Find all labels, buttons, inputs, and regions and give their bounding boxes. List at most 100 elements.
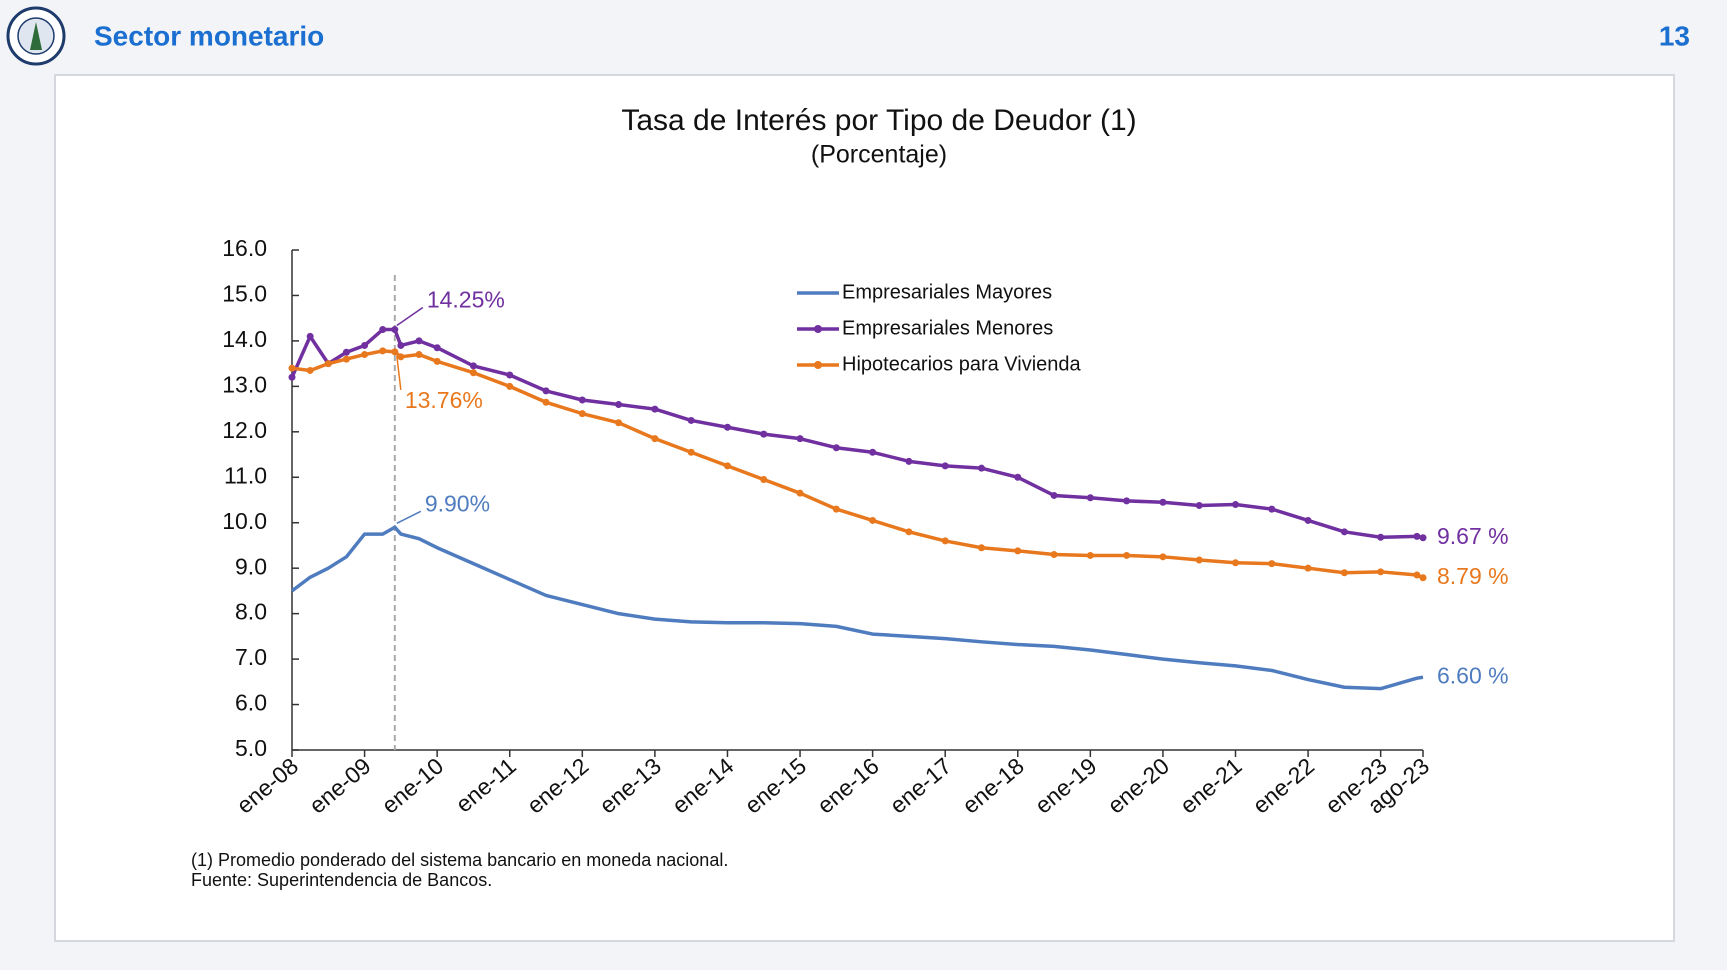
point-marker: [905, 457, 913, 465]
point-marker: [1419, 534, 1427, 542]
point-marker: [905, 528, 913, 536]
point-marker: [1413, 532, 1421, 540]
point-marker: [723, 462, 731, 470]
point-marker: [615, 419, 623, 427]
point-marker: [469, 362, 477, 370]
legend-label: Hipotecarios para Vivienda: [842, 353, 1082, 375]
y-tick-label: 16.0: [222, 235, 267, 261]
data-label: 9.67 %: [1437, 523, 1509, 549]
point-marker: [832, 505, 840, 513]
point-marker: [397, 341, 405, 349]
y-tick-label: 14.0: [222, 326, 267, 352]
label-leader: [396, 510, 422, 524]
point-marker: [1232, 501, 1240, 509]
point-marker: [1014, 473, 1022, 481]
point-marker: [1232, 559, 1240, 567]
point-marker: [469, 369, 477, 377]
point-marker: [796, 435, 804, 443]
point-marker: [306, 366, 314, 374]
label-leader: [396, 355, 402, 390]
y-tick-label: 13.0: [222, 371, 267, 397]
point-marker: [379, 326, 387, 334]
point-marker: [760, 476, 768, 484]
footnote: (1) Promedio ponderado del sistema banca…: [191, 850, 728, 870]
point-marker: [977, 544, 985, 552]
point-marker: [415, 351, 423, 359]
point-marker: [288, 373, 296, 381]
y-tick-label: 11.0: [224, 462, 267, 488]
chart-subtitle: (Porcentaje): [811, 141, 947, 169]
point-marker: [1304, 564, 1312, 572]
point-marker: [361, 351, 369, 359]
point-marker: [1159, 498, 1167, 506]
point-marker: [1413, 571, 1421, 579]
point-marker: [288, 364, 296, 372]
legend-label: Empresariales Menores: [842, 317, 1053, 339]
logo-figure: [30, 22, 42, 50]
point-marker: [578, 410, 586, 418]
y-tick-label: 7.0: [235, 644, 267, 670]
y-tick-label: 5.0: [235, 735, 267, 761]
chart-title: Tasa de Interés por Tipo de Deudor (1): [621, 104, 1136, 137]
point-marker: [1304, 516, 1312, 524]
point-marker: [651, 435, 659, 443]
label-leader: [396, 306, 424, 327]
point-marker: [1159, 553, 1167, 561]
source-note: Fuente: Superintendencia de Bancos.: [191, 870, 492, 890]
point-marker: [1050, 491, 1058, 499]
point-marker: [1419, 574, 1427, 582]
point-marker: [324, 360, 332, 368]
data-label: 8.79 %: [1437, 563, 1509, 589]
point-marker: [1268, 560, 1276, 568]
point-marker: [723, 423, 731, 431]
point-marker: [397, 353, 405, 361]
point-marker: [1340, 569, 1348, 577]
section-title: Sector monetario: [94, 20, 324, 51]
point-marker: [342, 355, 350, 363]
point-marker: [796, 489, 804, 497]
y-tick-label: 6.0: [235, 690, 267, 716]
point-marker: [578, 396, 586, 404]
point-marker: [1086, 494, 1094, 502]
point-marker: [1195, 501, 1203, 509]
legend-marker: [814, 361, 822, 369]
point-marker: [869, 516, 877, 524]
data-label: 13.76%: [405, 387, 483, 413]
point-marker: [651, 405, 659, 413]
point-marker: [941, 462, 949, 470]
point-marker: [542, 387, 550, 395]
point-marker: [687, 448, 695, 456]
y-tick-label: 12.0: [222, 417, 267, 443]
data-label: 9.90%: [425, 490, 490, 516]
legend-marker: [814, 325, 822, 333]
point-marker: [1377, 568, 1385, 576]
y-tick-label: 15.0: [222, 281, 267, 307]
point-marker: [415, 337, 423, 345]
legend-label: Empresariales Mayores: [842, 281, 1052, 303]
point-marker: [542, 398, 550, 406]
point-marker: [1123, 497, 1131, 505]
point-marker: [977, 464, 985, 472]
point-marker: [391, 326, 399, 334]
point-marker: [1050, 551, 1058, 559]
chart-card: [54, 74, 1675, 942]
y-tick-label: 9.0: [235, 553, 267, 579]
point-marker: [1086, 551, 1094, 559]
point-marker: [941, 537, 949, 545]
point-marker: [760, 430, 768, 438]
series-line: [290, 525, 1424, 691]
point-marker: [1268, 505, 1276, 513]
point-marker: [433, 344, 441, 352]
data-label: 14.25%: [427, 287, 505, 313]
point-marker: [306, 332, 314, 340]
y-tick-label: 8.0: [235, 599, 267, 625]
point-marker: [361, 341, 369, 349]
logo: [6, 6, 66, 66]
page-number: 13: [1659, 20, 1690, 51]
point-marker: [832, 444, 840, 452]
point-marker: [433, 357, 441, 365]
point-marker: [1195, 556, 1203, 564]
y-tick-label: 10.0: [222, 508, 267, 534]
